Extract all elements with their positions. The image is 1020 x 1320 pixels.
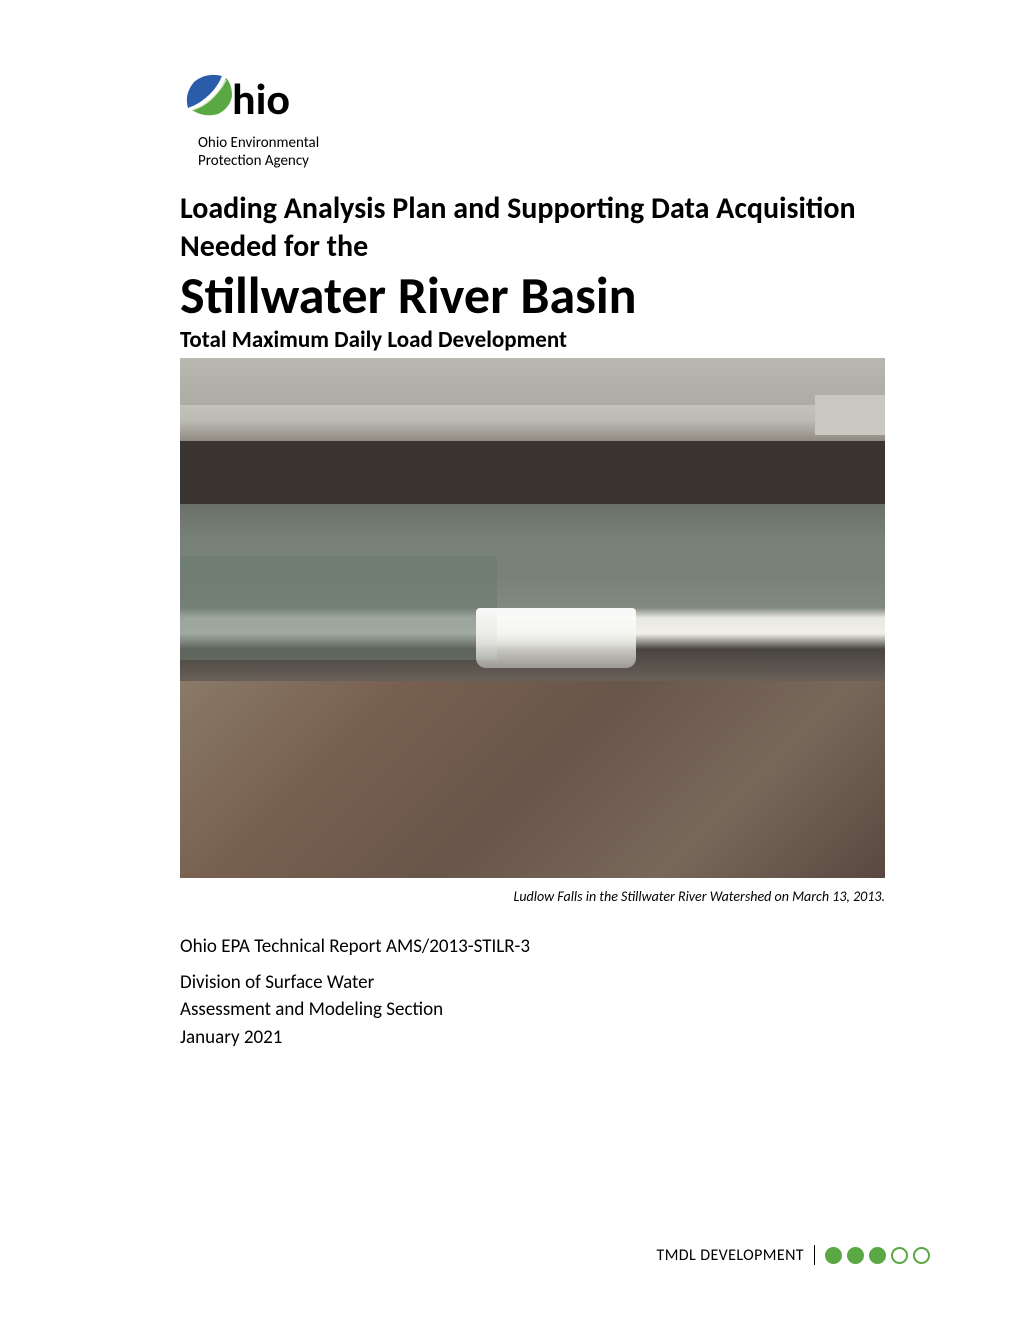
agency-name: Ohio Environmental Protection Agency [198, 134, 930, 170]
progress-dot-filled [847, 1247, 864, 1264]
progress-dots [825, 1247, 930, 1264]
division-name: Division of Surface Water [180, 969, 930, 997]
document-subtitle-bottom: Total Maximum Daily Load Development [180, 326, 930, 354]
progress-dot-empty [891, 1247, 908, 1264]
hero-photo [180, 358, 885, 878]
agency-logo: hio Ohio Environmental Protection Agency [180, 70, 930, 170]
ohio-leaf-logo-icon: hio [180, 70, 360, 130]
report-date: January 2021 [180, 1024, 930, 1052]
svg-text:hio: hio [232, 72, 290, 126]
progress-dot-filled [825, 1247, 842, 1264]
footer-divider [814, 1245, 815, 1265]
photo-caption: Ludlow Falls in the Stillwater River Wat… [180, 888, 885, 905]
progress-dot-empty [913, 1247, 930, 1264]
footer-label: TMDL DEVELOPMENT [657, 1246, 804, 1265]
document-subtitle-top: Loading Analysis Plan and Supporting Dat… [180, 190, 930, 265]
progress-dot-filled [869, 1247, 886, 1264]
report-metadata: Ohio EPA Technical Report AMS/2013-STILR… [180, 933, 930, 1051]
document-main-title: Stillwater River Basin [180, 267, 930, 324]
agency-name-line1: Ohio Environmental [198, 134, 319, 152]
agency-name-line2: Protection Agency [198, 152, 309, 170]
technical-report-id: Ohio EPA Technical Report AMS/2013-STILR… [180, 933, 930, 961]
section-name: Assessment and Modeling Section [180, 996, 930, 1024]
footer-status-bar: TMDL DEVELOPMENT [657, 1245, 930, 1265]
